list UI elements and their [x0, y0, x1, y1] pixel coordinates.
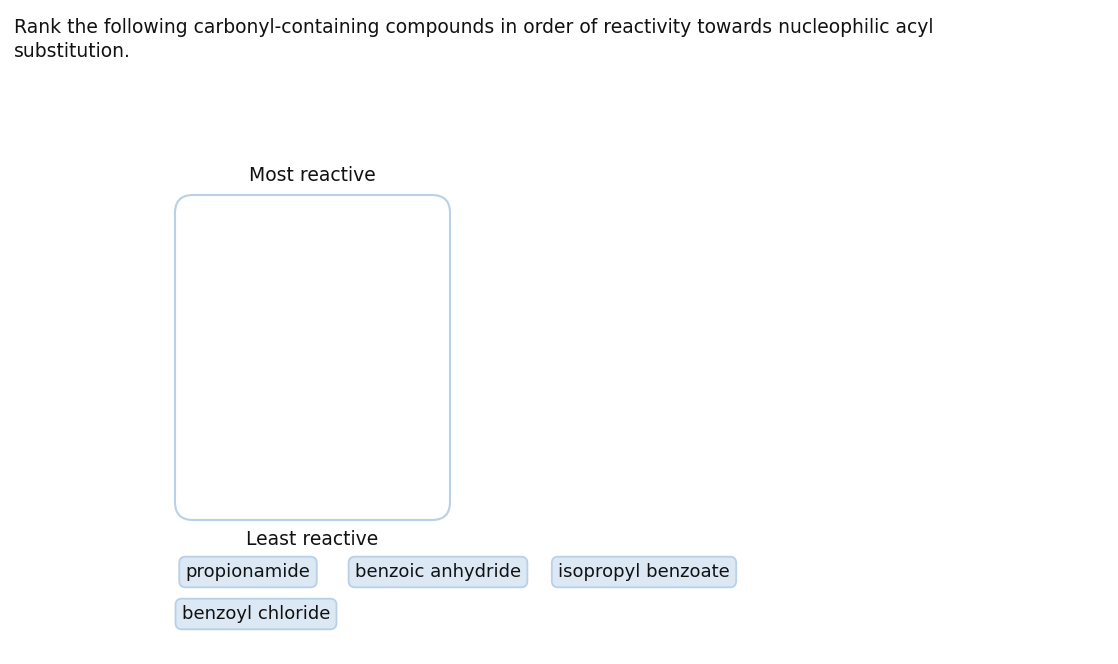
- Text: benzoyl chloride: benzoyl chloride: [182, 605, 330, 623]
- Text: benzoic anhydride: benzoic anhydride: [354, 563, 521, 581]
- Text: substitution.: substitution.: [15, 42, 131, 61]
- Text: propionamide: propionamide: [186, 563, 311, 581]
- Text: isopropyl benzoate: isopropyl benzoate: [558, 563, 730, 581]
- Text: Rank the following carbonyl-containing compounds in order of reactivity towards : Rank the following carbonyl-containing c…: [15, 18, 934, 37]
- Text: Least reactive: Least reactive: [246, 530, 379, 549]
- Text: Most reactive: Most reactive: [249, 166, 376, 185]
- FancyBboxPatch shape: [176, 195, 451, 520]
